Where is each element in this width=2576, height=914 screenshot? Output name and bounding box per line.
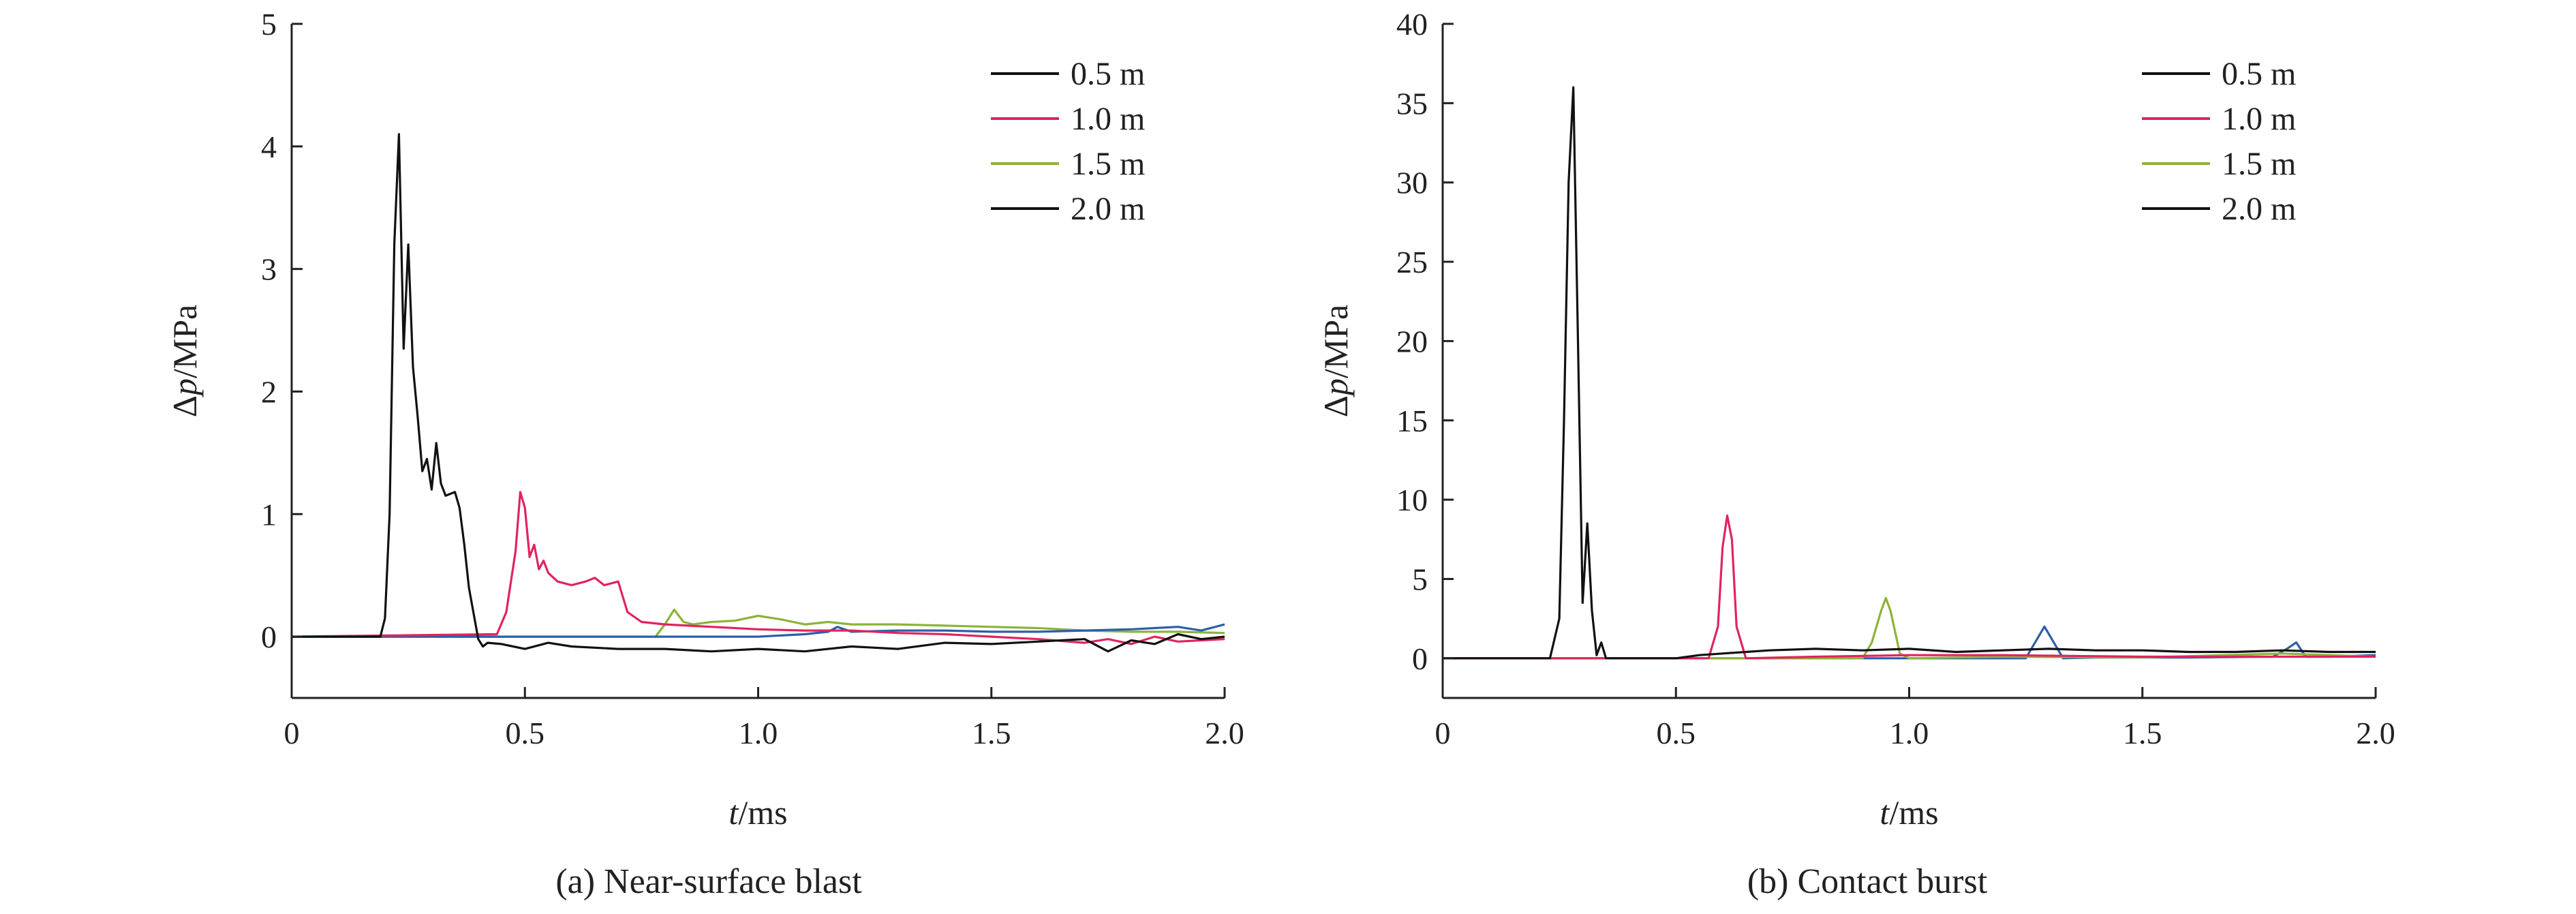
series-line xyxy=(292,133,1225,653)
y-tick-label: 25 xyxy=(1396,245,1428,279)
y-tick-label: 5 xyxy=(1412,562,1428,596)
panel-caption: (b) Contact burst xyxy=(1747,862,1988,901)
x-tick-label: 0.5 xyxy=(1657,716,1696,750)
legend: 0.5 m 1.0 m 1.5 m 2.0 m xyxy=(991,56,1145,227)
legend-label: 2.0 m xyxy=(2222,191,2296,227)
x-tick-label: 0 xyxy=(284,716,300,750)
series-line xyxy=(291,491,1225,645)
x-tick-label: 0.5 xyxy=(506,716,545,750)
legend-label: 1.0 m xyxy=(1071,101,1145,137)
x-tick-label: 1.0 xyxy=(739,716,778,750)
y-tick-label: 40 xyxy=(1396,7,1428,42)
x-axis-label-unit: /ms xyxy=(1889,793,1938,832)
series-line xyxy=(1443,625,2376,660)
x-tick-label: 0 xyxy=(1435,716,1451,750)
y-axis-label-unit: /MPa xyxy=(166,305,204,378)
y-tick-label: 20 xyxy=(1396,324,1428,359)
legend: 0.5 m 1.0 m 1.5 m 2.0 m xyxy=(2142,56,2296,227)
y-tick-label: 0 xyxy=(1412,641,1428,676)
y-tick-label: 15 xyxy=(1396,403,1428,438)
x-axis-label-var: t xyxy=(1880,793,1890,832)
y-tick-label: 4 xyxy=(261,130,277,164)
y-axis-label-var: p xyxy=(166,378,204,397)
chart-panel-b: 0 0.5 1.0 1.5 2.0 0 5 10 15 20 25 30 35 40 t/ms Δp/MPa 0… xyxy=(1317,7,2395,901)
y-tick-label: 35 xyxy=(1396,86,1428,121)
x-axis-label-var: t xyxy=(729,793,739,832)
legend-label: 0.5 m xyxy=(1071,56,1145,92)
legend-label: 2.0 m xyxy=(1071,191,1145,227)
y-tick-label: 30 xyxy=(1396,166,1428,200)
x-tick-label: 2.0 xyxy=(2356,716,2395,750)
y-axis-label-delta: Δ xyxy=(166,395,204,417)
series-line xyxy=(292,608,1225,638)
y-tick-label: 5 xyxy=(261,7,277,42)
series-line xyxy=(292,623,1225,638)
x-tick-label: 1.0 xyxy=(1890,716,1929,750)
x-tick-label: 1.5 xyxy=(2123,716,2162,750)
legend-label: 1.5 m xyxy=(1071,146,1145,182)
y-tick-label: 10 xyxy=(1396,483,1428,517)
x-axis-label: t/ms xyxy=(729,793,787,832)
y-tick-label: 2 xyxy=(261,374,277,409)
legend-label: 1.0 m xyxy=(2222,101,2296,137)
x-tick-label: 1.5 xyxy=(972,716,1011,750)
series-line xyxy=(1443,514,2376,660)
legend-label: 0.5 m xyxy=(2222,56,2296,92)
y-axis-label-delta: Δ xyxy=(1317,395,1355,417)
legend-label: 1.5 m xyxy=(2222,146,2296,182)
series-line xyxy=(1443,86,2376,660)
panel-caption: (a) Near-surface blast xyxy=(555,862,862,901)
y-axis-label: Δp/MPa xyxy=(1317,305,1355,418)
x-axis-label: t/ms xyxy=(1880,793,1938,832)
y-axis-label-unit: /MPa xyxy=(1317,305,1355,378)
y-axis-label-var: p xyxy=(1317,378,1355,397)
y-tick-label: 0 xyxy=(261,620,277,654)
x-tick-label: 2.0 xyxy=(1205,716,1244,750)
x-axis-label-unit: /ms xyxy=(738,793,787,832)
y-tick-label: 3 xyxy=(261,252,277,287)
y-tick-label: 1 xyxy=(261,497,277,532)
chart-panel-a: 0 0.5 1.0 1.5 2.0 0 1 2 3 4 5 t/ms Δp/MPa 0.5 m 1.0 m 1… xyxy=(166,7,1244,901)
y-axis-label: Δp/MPa xyxy=(166,305,204,418)
